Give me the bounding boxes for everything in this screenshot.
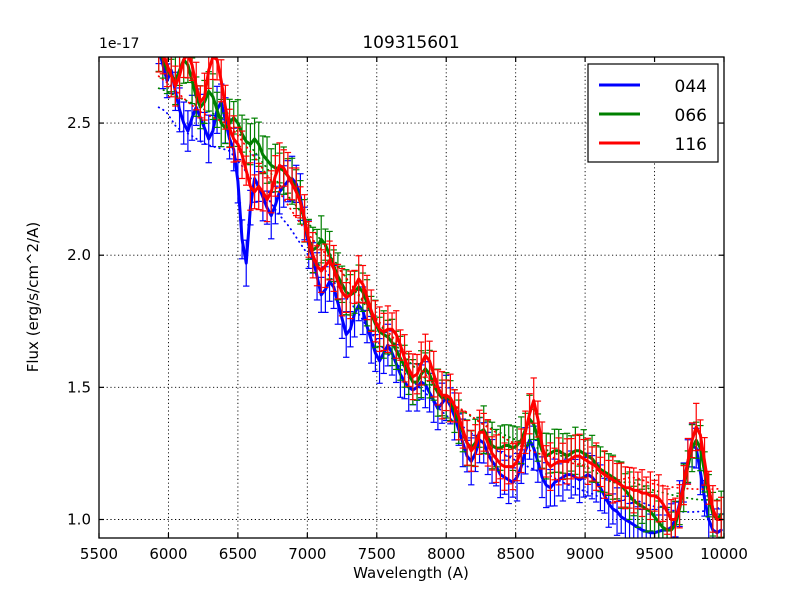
- x-tick-label: 7000: [288, 545, 326, 563]
- page-title: 109315601: [362, 33, 459, 53]
- x-axis-label: Wavelength (A): [353, 564, 469, 582]
- y-tick-label: 1.5: [67, 378, 91, 396]
- spectrum-line-044[interactable]: [159, 49, 723, 535]
- plot-frame: [98, 56, 725, 539]
- x-tick-label: 5500: [80, 545, 118, 563]
- x-tick-label: 7500: [358, 545, 396, 563]
- x-tick-label: 6500: [219, 545, 257, 563]
- data-layer: [155, 49, 724, 538]
- continuum-fit-044: [157, 106, 723, 513]
- y-tick-label: 2.5: [67, 114, 91, 132]
- spectrum-line-116[interactable]: [159, 49, 723, 521]
- x-tick-label: 10000: [700, 545, 748, 563]
- legend[interactable]: 044 066 116: [587, 63, 719, 163]
- y-axis-offset-label: 1e-17: [99, 36, 139, 52]
- x-tick-label: 9500: [635, 545, 673, 563]
- x-tick-label: 9000: [566, 545, 604, 563]
- y-axis-label: Flux (erg/s/cm^2/A): [24, 222, 42, 373]
- x-tick-label: 8000: [427, 545, 465, 563]
- y-tick-label: 2.0: [67, 246, 91, 264]
- y-tick-label: 1.0: [67, 511, 91, 529]
- legend-label-066[interactable]: 066: [675, 106, 707, 126]
- spectrum-line-066[interactable]: [159, 49, 723, 532]
- legend-label-116[interactable]: 116: [675, 135, 707, 155]
- x-tick-label: 8500: [497, 545, 535, 563]
- x-tick-label: 6000: [149, 545, 187, 563]
- gridlines: [99, 57, 724, 538]
- legend-label-044[interactable]: 044: [675, 77, 707, 97]
- axis-ticks: 5500 6000 6500 7000 7500 8000 8500 9000 9500 1000…: [67, 57, 748, 563]
